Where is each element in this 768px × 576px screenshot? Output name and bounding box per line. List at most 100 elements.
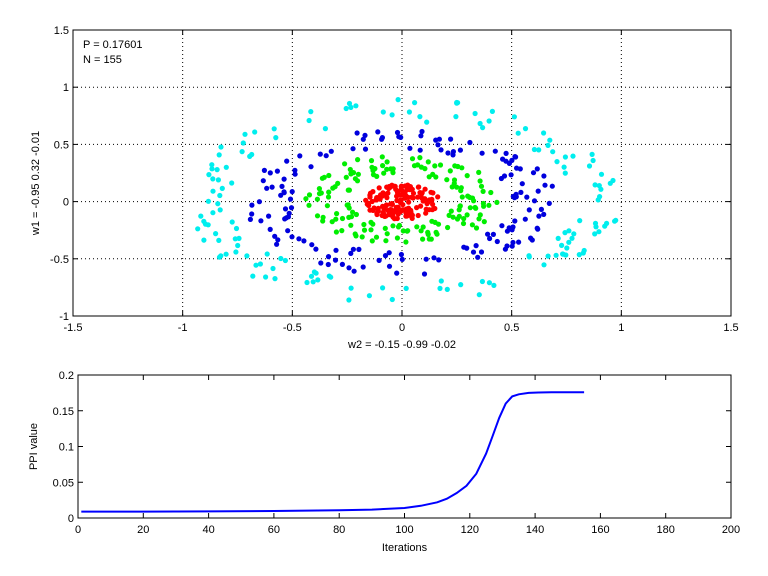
scatter-point: [348, 104, 354, 110]
scatter-point: [273, 135, 279, 141]
scatter-point: [411, 163, 418, 169]
scatter-point: [400, 228, 406, 234]
scatter-point: [274, 241, 280, 247]
scatter-point: [334, 211, 340, 217]
scatter-point: [472, 110, 478, 117]
scatter-point: [418, 203, 424, 209]
scatter-point: [541, 211, 547, 217]
scatter-point: [394, 215, 400, 222]
scatter-point: [315, 277, 321, 283]
scatter-point: [403, 210, 409, 216]
scatter-point: [510, 239, 516, 246]
scatter-point: [494, 199, 500, 205]
scatter-point: [457, 203, 463, 209]
scatter-point: [362, 132, 368, 138]
scatter-point: [316, 186, 322, 192]
scatter-point: [205, 222, 211, 228]
scatter-point: [386, 263, 393, 269]
scatter-point: [423, 210, 429, 216]
scatter-point: [367, 194, 373, 200]
scatter-x-tick-label: -1: [178, 322, 188, 334]
scatter-point: [526, 253, 532, 259]
scatter-point: [423, 256, 429, 262]
scatter-point: [310, 279, 316, 285]
scatter-point: [417, 114, 423, 120]
scatter-point: [350, 246, 356, 252]
scatter-point: [389, 296, 395, 303]
scatter-point: [309, 242, 315, 248]
line-x-tick-label: 0: [75, 524, 81, 536]
scatter-point: [213, 231, 219, 237]
scatter-point: [383, 238, 389, 244]
scatter-point: [428, 189, 434, 195]
line-x-tick-label: 200: [722, 524, 740, 536]
scatter-point: [546, 200, 552, 206]
scatter-point: [400, 202, 406, 208]
scatter-point: [437, 285, 443, 291]
scatter-y-axis-label: w1 = -0.95 0.32 -0.01: [30, 131, 42, 236]
scatter-point: [367, 207, 373, 213]
scatter-point: [380, 163, 386, 169]
scatter-point: [244, 253, 250, 259]
scatter-point: [206, 172, 212, 178]
scatter-point: [479, 150, 485, 156]
scatter-point: [408, 209, 414, 215]
scatter-point: [360, 136, 366, 142]
scatter-point: [346, 100, 353, 107]
scatter-point: [431, 255, 437, 261]
scatter-point: [346, 187, 352, 193]
scatter-point: [355, 157, 361, 163]
scatter-point: [395, 97, 401, 103]
scatter-point: [592, 220, 599, 226]
scatter-point: [510, 224, 516, 230]
scatter-point: [511, 114, 517, 120]
scatter-point: [390, 223, 396, 229]
scatter-point: [195, 226, 201, 232]
scatter-point: [304, 279, 310, 286]
scatter-point: [536, 147, 542, 153]
scatter-point: [458, 282, 464, 288]
scatter-point: [487, 235, 493, 242]
scatter-point: [318, 190, 324, 196]
scatter-point: [319, 175, 325, 181]
scatter-point: [420, 224, 426, 230]
scatter-point: [217, 192, 223, 199]
scatter-point: [318, 260, 324, 266]
line-x-axis-label: Iterations: [382, 542, 428, 554]
scatter-point: [432, 205, 438, 212]
scatter-point: [566, 239, 572, 245]
scatter-point: [352, 231, 358, 237]
scatter-point: [339, 215, 346, 222]
scatter-point: [403, 239, 409, 245]
scatter-point: [513, 154, 519, 160]
line-x-tick-label: 100: [395, 524, 413, 536]
scatter-point: [500, 156, 506, 162]
scatter-point: [486, 280, 492, 286]
scatter-point: [406, 199, 412, 205]
line-y-tick-label: 0.2: [59, 370, 74, 382]
scatter-point: [522, 126, 529, 132]
scatter-point: [233, 225, 240, 232]
scatter-point: [216, 152, 222, 158]
scatter-point: [422, 166, 428, 172]
scatter-point: [480, 188, 486, 194]
scatter-point: [534, 166, 540, 172]
scatter-point: [343, 105, 349, 112]
scatter-point: [481, 219, 487, 225]
scatter-point: [333, 247, 339, 253]
scatter-x-tick-label: 0.5: [504, 322, 519, 334]
scatter-point: [515, 130, 521, 136]
line-y-tick-label: 0.05: [53, 477, 74, 489]
scatter-point: [198, 213, 204, 219]
scatter-point: [480, 125, 486, 131]
scatter-point: [531, 198, 538, 204]
scatter-point: [598, 171, 605, 177]
scatter-point: [282, 257, 288, 264]
scatter-point: [250, 273, 256, 279]
scatter-point: [210, 210, 216, 216]
scatter-point: [504, 228, 510, 234]
scatter-point: [240, 140, 246, 146]
scatter-y-tick-label: -0.5: [50, 254, 69, 266]
scatter-point: [451, 177, 458, 183]
scatter-point: [296, 236, 302, 242]
